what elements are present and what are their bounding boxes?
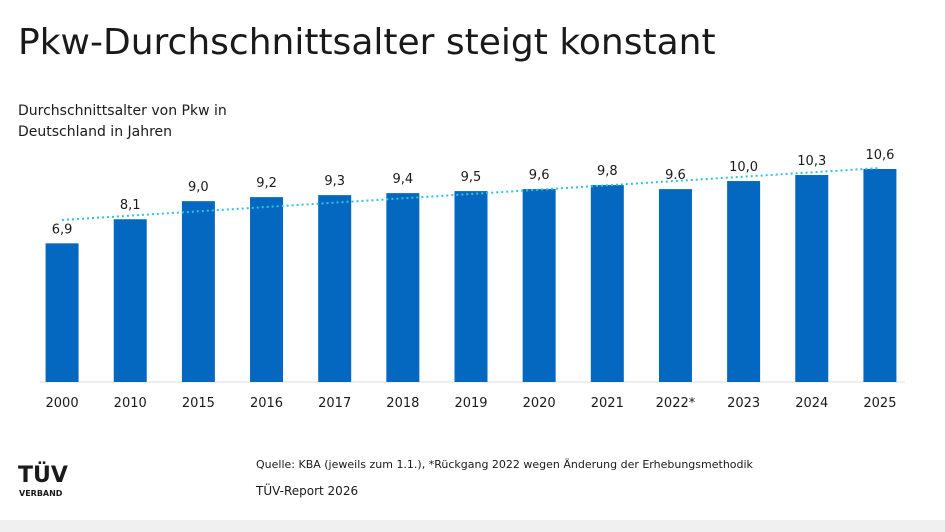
bar <box>318 195 352 382</box>
x-tick-label: 2010 <box>114 396 147 411</box>
value-label: 9,8 <box>597 164 618 179</box>
x-tick-label: 2024 <box>795 396 828 411</box>
value-label: 9,5 <box>461 170 482 185</box>
value-label: 9,4 <box>393 172 414 187</box>
chart-title: Pkw-Durchschnittsalter steigt konstant <box>18 22 716 63</box>
logo-sub: VERBAND <box>19 489 63 498</box>
value-label: 9,0 <box>188 180 209 195</box>
value-label: 10,0 <box>729 160 758 175</box>
x-tick-label: 2023 <box>727 396 760 411</box>
footer: TÜV-Report 2026 <box>255 482 358 498</box>
value-label: 8,1 <box>120 198 141 213</box>
x-tick-label: 2016 <box>250 396 283 411</box>
bar <box>386 193 420 382</box>
value-label: 9,2 <box>256 176 277 191</box>
bar <box>454 191 488 382</box>
bottom-band <box>0 520 945 532</box>
bar <box>863 169 897 382</box>
bar <box>113 219 147 382</box>
bar <box>45 243 79 382</box>
x-tick-label: 2021 <box>591 396 624 411</box>
bar <box>522 189 556 382</box>
value-label: 9,6 <box>529 168 550 183</box>
x-tick-label: 2025 <box>863 396 896 411</box>
bar <box>590 185 624 382</box>
value-label: 10,3 <box>797 154 826 169</box>
bar <box>250 197 284 382</box>
x-tick-label: 2019 <box>454 396 487 411</box>
value-label: 10,6 <box>865 148 894 163</box>
value-label: 9.6 <box>665 168 686 183</box>
x-tick-label: 2020 <box>523 396 556 411</box>
value-label: 9,3 <box>324 174 345 189</box>
value-label: 6,9 <box>52 222 73 237</box>
bar <box>658 189 692 382</box>
chart-subtitle: Durchschnittsalter von Pkw in <box>18 103 227 119</box>
trend-line <box>62 167 880 221</box>
source-note: Quelle: KBA (jeweils zum 1.1.), *Rückgan… <box>256 458 754 471</box>
bar <box>727 181 761 382</box>
x-tick-label: 2000 <box>46 396 79 411</box>
logo: TÜV <box>18 462 68 488</box>
bar <box>795 175 829 382</box>
x-tick-label: 2017 <box>318 396 351 411</box>
x-tick-label: 2018 <box>386 396 419 411</box>
x-tick-label: 2022* <box>656 396 696 411</box>
chart-subtitle: Deutschland in Jahren <box>18 124 172 140</box>
x-tick-label: 2015 <box>182 396 215 411</box>
bar <box>181 201 215 382</box>
